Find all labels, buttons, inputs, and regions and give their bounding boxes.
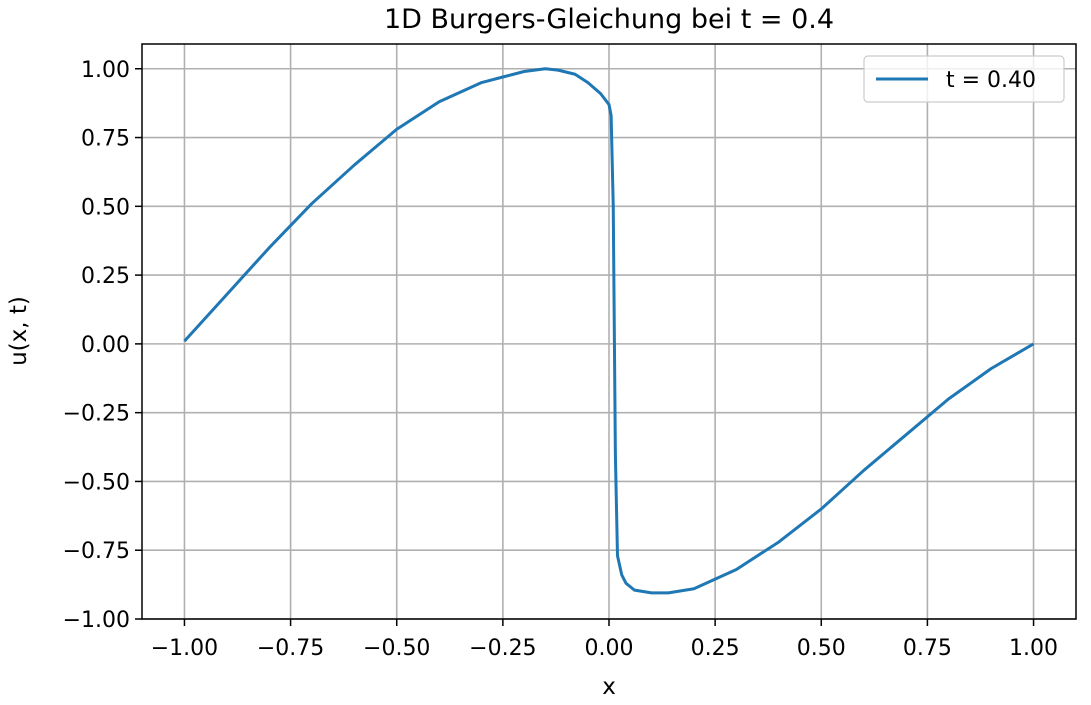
y-tick-label: 0.50 [81, 195, 130, 220]
x-tick-label: −0.75 [257, 636, 324, 661]
y-axis-label: u(x, t) [6, 296, 32, 366]
y-tick-label: 0.25 [81, 264, 130, 289]
series-line [183, 67, 1035, 595]
chart-title: 1D Burgers-Gleichung bei t = 0.4 [384, 4, 834, 35]
y-axis-ticks: −1.00 −0.75 −0.50 −0.25 0.00 0.25 0.50 0.75 1.00 [63, 58, 142, 633]
x-tick-label: −1.00 [151, 636, 218, 661]
x-tick-label: 0.00 [585, 636, 634, 661]
legend-box [863, 55, 1065, 103]
x-tick-label: 0.25 [691, 636, 740, 661]
y-tick-label: 1.00 [81, 58, 130, 83]
y-tick-label: −0.50 [63, 470, 130, 495]
x-tick-label: 1.00 [1009, 636, 1058, 661]
legend-label: t = 0.40 [946, 68, 1036, 93]
x-tick-label: 0.75 [903, 636, 952, 661]
legend: t = 0.40 [863, 55, 1065, 103]
x-tick-label: 0.50 [797, 636, 846, 661]
series-layer [183, 67, 1035, 595]
y-tick-label: 0.75 [81, 127, 130, 152]
x-tick-label: −0.25 [469, 636, 536, 661]
y-tick-label: −1.00 [63, 608, 130, 633]
x-tick-label: −0.50 [363, 636, 430, 661]
x-axis-ticks: −1.00 −0.75 −0.50 −0.25 0.00 0.25 0.50 0.75 1.00 [151, 619, 1058, 661]
y-tick-label: −0.75 [63, 539, 130, 564]
y-tick-label: −0.25 [63, 402, 130, 427]
x-axis-label: x [602, 674, 616, 700]
y-tick-label: 0.00 [81, 333, 130, 358]
